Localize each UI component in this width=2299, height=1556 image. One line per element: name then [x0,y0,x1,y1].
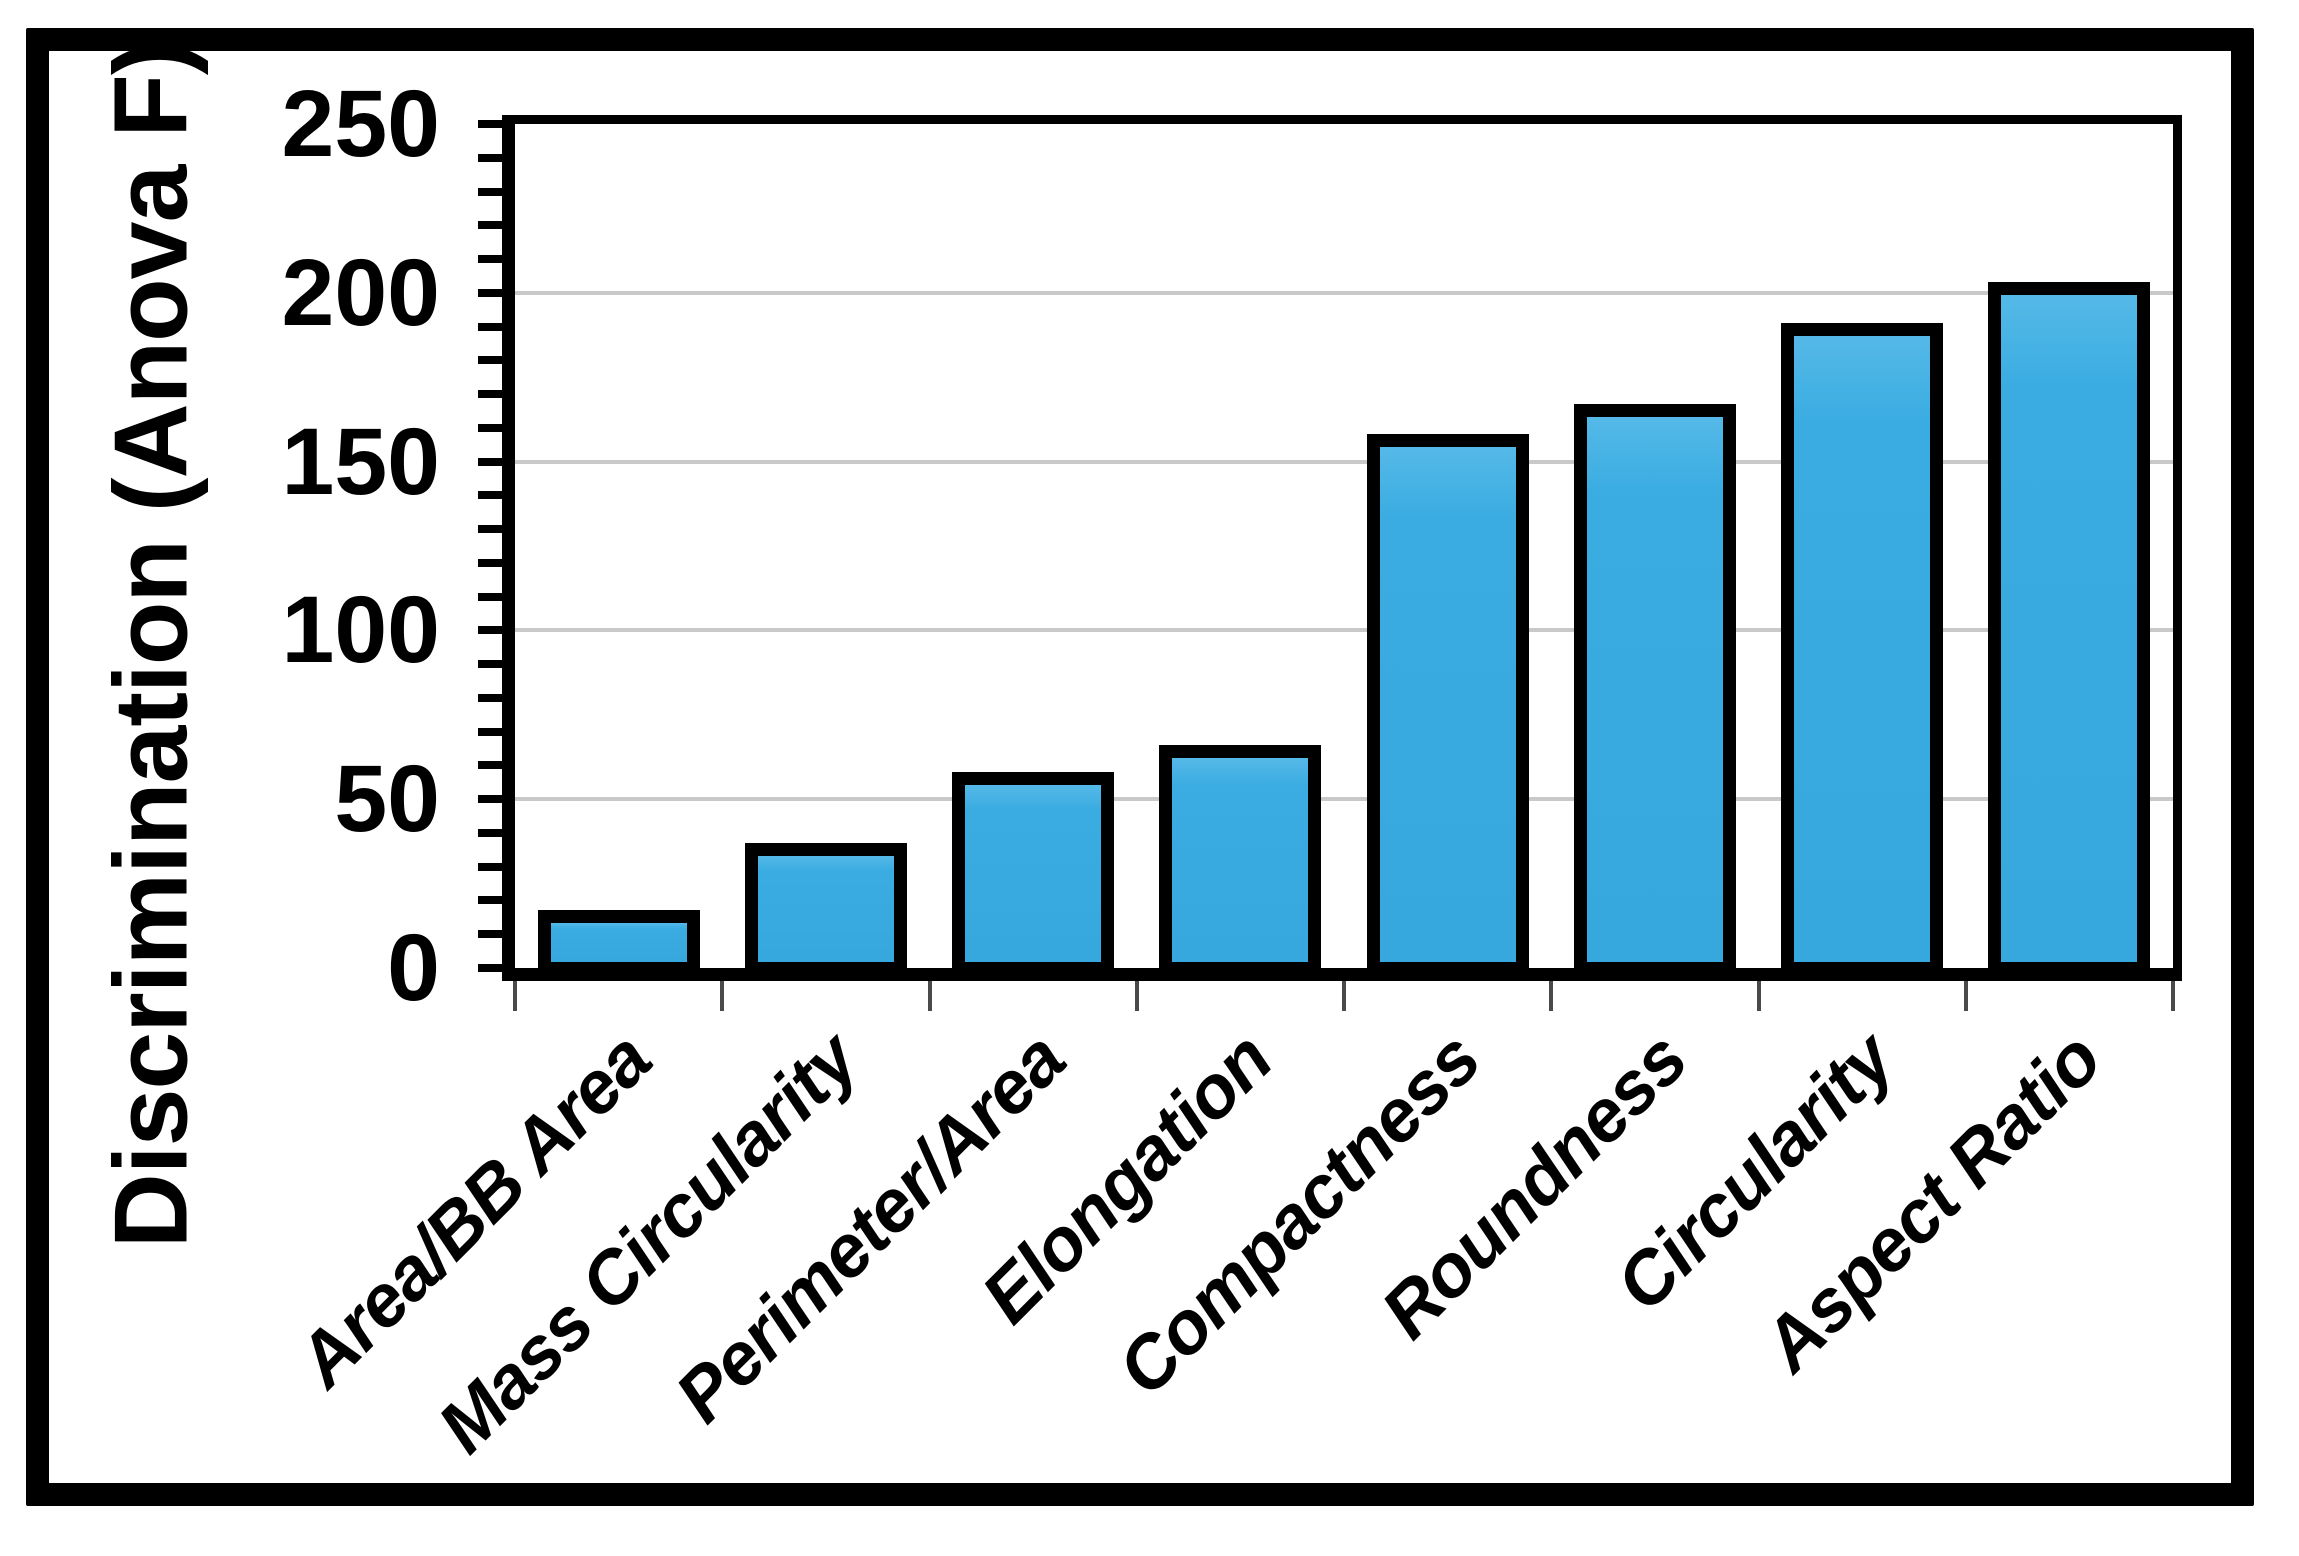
bar-compactness [1367,434,1529,968]
y-tick-label-50: 50 [334,746,440,852]
y-axis-tick [478,795,502,803]
y-axis-tick [478,626,502,634]
y-axis-tick [478,761,502,769]
x-axis-tick [1342,981,1346,1011]
x-axis-tick [513,981,517,1011]
gridline-200 [515,290,2173,295]
y-tick-label-250: 250 [281,71,440,177]
y-axis-tick [478,424,502,432]
bar-circularity [1781,323,1943,968]
y-tick-label-0: 0 [387,915,440,1021]
gridline-150 [515,459,2173,464]
gridline-50 [515,797,2173,802]
y-axis-tick [478,694,502,702]
y-axis-tick [478,356,502,364]
bar-aspect-ratio [1988,282,2150,968]
x-axis-tick [1135,981,1139,1011]
y-axis-tick [478,829,502,837]
x-axis-tick [928,981,932,1011]
y-axis-tick [478,221,502,229]
y-axis-tick [478,154,502,162]
y-axis-tick [478,323,502,331]
bar-mass-circularity [745,843,907,968]
y-axis-tick [478,525,502,533]
x-axis-tick [2171,981,2175,1011]
plot-area [502,115,2182,981]
x-axis-tick [1757,981,1761,1011]
x-axis-tick [1549,981,1553,1011]
y-axis-tick [478,559,502,567]
bar-elongation [1159,745,1321,968]
y-axis-tick [478,660,502,668]
gridline-100 [515,628,2173,633]
x-axis-tick [720,981,724,1011]
y-tick-label-100: 100 [281,577,440,683]
bar-area-bb-area [538,910,700,968]
y-axis-tick [478,964,502,972]
y-axis-tick [478,289,502,297]
y-tick-label-150: 150 [281,409,440,515]
y-tick-label-200: 200 [281,240,440,346]
x-axis-tick [1964,981,1968,1011]
y-axis-tick [478,593,502,601]
y-axis-tick [478,896,502,904]
bar-roundness [1574,404,1736,968]
y-axis-tick [478,491,502,499]
y-axis-tick [478,458,502,466]
bar-perimeter-area [952,772,1114,968]
y-axis-tick [478,390,502,398]
y-axis-tick [478,120,502,128]
y-axis-tick [478,255,502,263]
y-axis-tick [478,188,502,196]
y-axis-tick [478,930,502,938]
y-axis-tick [478,863,502,871]
y-axis-tick [478,728,502,736]
